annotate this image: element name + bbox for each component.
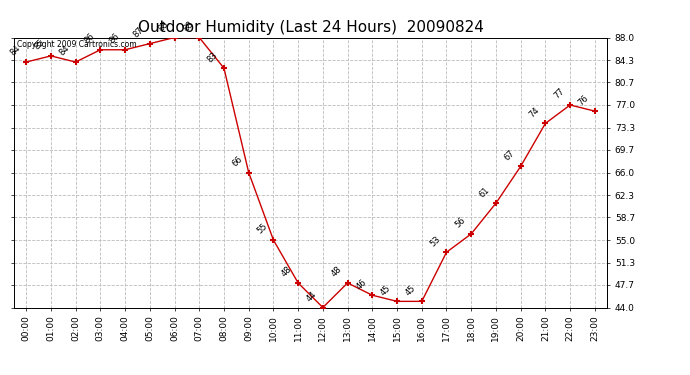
Text: 84: 84 (57, 44, 72, 58)
Text: 48: 48 (280, 265, 294, 279)
Text: 76: 76 (577, 93, 591, 107)
Text: 86: 86 (107, 32, 121, 46)
Text: Copyright 2009 Cartronics.com: Copyright 2009 Cartronics.com (17, 40, 137, 49)
Text: 74: 74 (527, 105, 541, 119)
Text: 55: 55 (255, 222, 269, 236)
Text: 83: 83 (206, 50, 220, 64)
Text: 88: 88 (157, 20, 170, 33)
Text: 45: 45 (379, 284, 393, 297)
Text: 87: 87 (132, 26, 146, 39)
Text: 45: 45 (404, 284, 417, 297)
Text: 84: 84 (8, 44, 22, 58)
Text: 77: 77 (552, 87, 566, 101)
Text: 46: 46 (354, 277, 368, 291)
Text: 48: 48 (330, 265, 344, 279)
Text: 44: 44 (305, 290, 319, 303)
Text: 61: 61 (478, 185, 492, 199)
Text: 88: 88 (181, 20, 195, 33)
Text: 56: 56 (453, 216, 467, 230)
Text: 85: 85 (33, 38, 47, 52)
Title: Outdoor Humidity (Last 24 Hours)  20090824: Outdoor Humidity (Last 24 Hours) 2009082… (137, 20, 484, 35)
Text: 86: 86 (82, 32, 96, 46)
Text: 67: 67 (502, 148, 517, 162)
Text: 53: 53 (428, 234, 442, 248)
Text: 66: 66 (230, 154, 244, 168)
